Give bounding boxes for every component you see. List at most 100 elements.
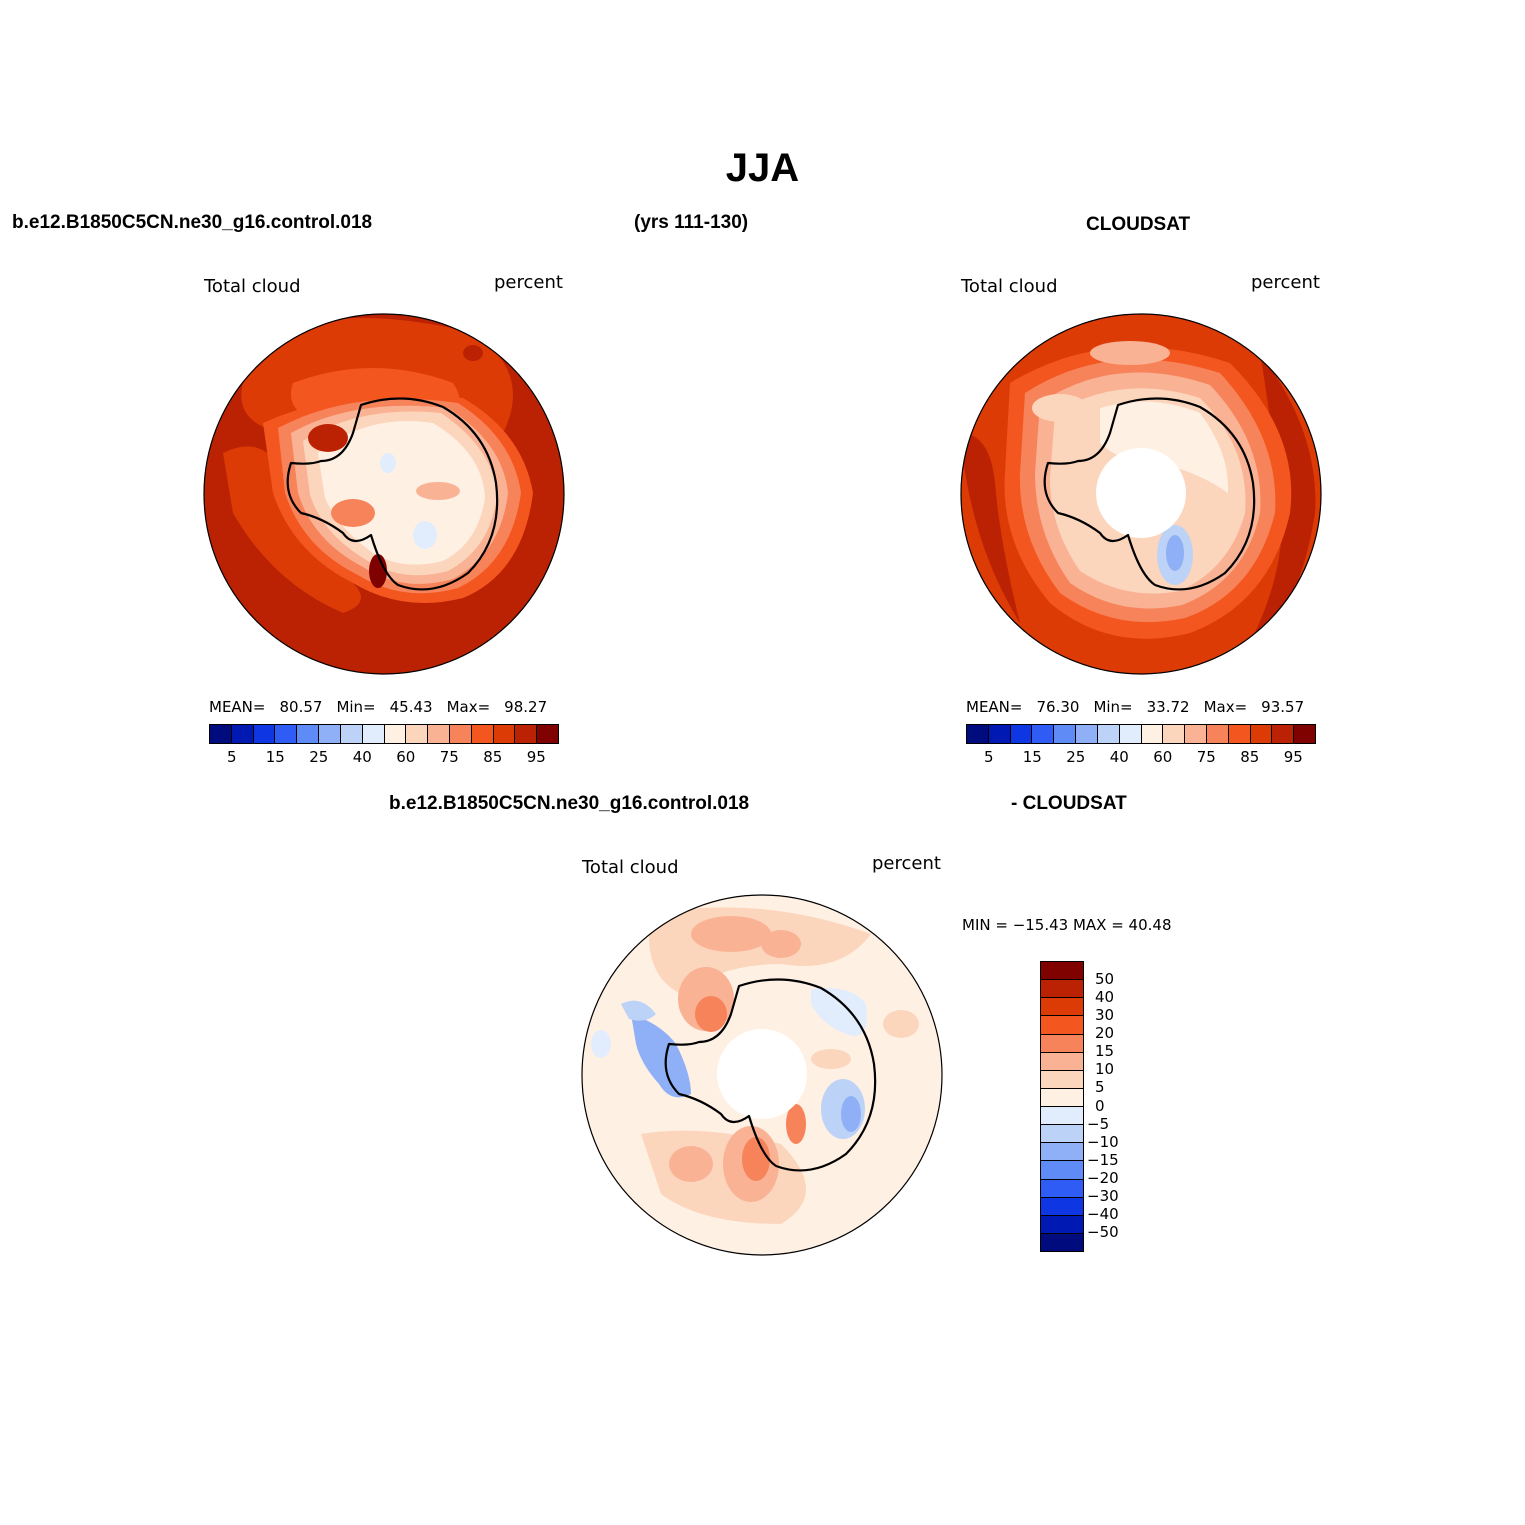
colorbar-swatch: [1041, 962, 1083, 981]
colorbar-tick-label: 5: [1095, 1078, 1105, 1097]
panel2-mean-value: 76.30: [1036, 698, 1080, 716]
colorbar-tick-label: 25: [309, 748, 329, 766]
colorbar-swatch: [1076, 725, 1098, 743]
panel1-colorbar: [209, 724, 559, 744]
colorbar-swatch: [1041, 1179, 1083, 1198]
panel1-units-label: percent: [494, 272, 563, 293]
panel2-polar-map: [960, 313, 1322, 675]
colorbar-swatch: [1032, 725, 1055, 743]
panel2-max-label: Max=: [1203, 698, 1248, 716]
main-title: JJA: [725, 146, 800, 190]
colorbar-swatch: [406, 725, 429, 743]
colorbar-swatch: [1228, 725, 1251, 743]
panel1-mean-label: MEAN=: [209, 698, 266, 716]
colorbar-swatch: [384, 725, 407, 743]
colorbar-tick-label: 5: [983, 748, 994, 766]
colorbar-swatch: [1041, 1125, 1083, 1144]
colorbar-swatch: [1041, 1161, 1083, 1180]
colorbar-swatch: [1163, 725, 1186, 743]
colorbar-swatch: [1041, 1215, 1083, 1234]
colorbar-tick-label: 85: [1240, 748, 1260, 766]
colorbar-tick-label: −15: [1087, 1150, 1119, 1169]
panel2-case-name: CLOUDSAT: [1086, 214, 1191, 235]
panel2-variable-label: Total cloud: [961, 276, 1058, 297]
colorbar-swatch: [493, 725, 516, 743]
colorbar-swatch: [1097, 725, 1120, 743]
colorbar-swatch: [428, 725, 450, 743]
colorbar-tick-label: −10: [1087, 1132, 1119, 1151]
colorbar-tick-label: 10: [1095, 1060, 1115, 1079]
panel3-colorbar: [1040, 961, 1084, 1252]
panel2-colorbar: [966, 724, 1316, 744]
colorbar-tick-label: 25: [1066, 748, 1086, 766]
colorbar-swatch: [1141, 725, 1164, 743]
colorbar-tick-label: 75: [1196, 748, 1216, 766]
colorbar-swatch: [1041, 1052, 1083, 1071]
colorbar-swatch: [1185, 725, 1207, 743]
panel2-units-label: percent: [1251, 272, 1320, 293]
colorbar-tick-label: 15: [265, 748, 285, 766]
colorbar-tick-label: −50: [1087, 1222, 1119, 1241]
colorbar-swatch: [1119, 725, 1142, 743]
colorbar-tick-label: 5: [226, 748, 237, 766]
colorbar-swatch: [319, 725, 341, 743]
colorbar-swatch: [537, 725, 558, 743]
panel1-min-label: Min=: [336, 698, 376, 716]
colorbar-swatch: [967, 725, 989, 743]
colorbar-swatch: [1054, 725, 1077, 743]
panel2-min-value: 33.72: [1146, 698, 1190, 716]
panel3-min-max: MIN = −15.43 MAX = 40.48: [962, 916, 1172, 934]
colorbar-tick-label: 40: [352, 748, 372, 766]
colorbar-tick-label: 75: [439, 748, 459, 766]
colorbar-swatch: [275, 725, 298, 743]
colorbar-tick-label: 85: [483, 748, 503, 766]
panel1-max-value: 98.27: [504, 698, 548, 716]
colorbar-swatch: [1294, 725, 1315, 743]
colorbar-tick-label: −40: [1087, 1204, 1119, 1223]
colorbar-tick-label: 95: [526, 748, 546, 766]
colorbar-tick-label: 40: [1095, 988, 1115, 1007]
panel1-stats: MEAN= 80.57 Min= 45.43 Max= 98.27: [209, 698, 561, 716]
colorbar-swatch: [1272, 725, 1295, 743]
colorbar-tick-label: 15: [1022, 748, 1042, 766]
colorbar-swatch: [1041, 1143, 1083, 1162]
colorbar-swatch: [340, 725, 363, 743]
colorbar-tick-label: 0: [1095, 1096, 1105, 1115]
colorbar-swatch: [1041, 1107, 1083, 1126]
panel1-polar-map: [203, 313, 565, 675]
colorbar-swatch: [1010, 725, 1033, 743]
colorbar-tick-label: 95: [1283, 748, 1303, 766]
colorbar-swatch: [515, 725, 538, 743]
colorbar-tick-label: 30: [1095, 1006, 1115, 1025]
colorbar-swatch: [1041, 1233, 1083, 1251]
panel1-variable-label: Total cloud: [204, 276, 301, 297]
colorbar-swatch: [471, 725, 494, 743]
colorbar-tick-label: 60: [396, 748, 416, 766]
colorbar-swatch: [210, 725, 232, 743]
colorbar-swatch: [231, 725, 254, 743]
colorbar-tick-label: 50: [1095, 970, 1115, 989]
colorbar-tick-label: 20: [1095, 1024, 1115, 1043]
colorbar-swatch: [449, 725, 472, 743]
colorbar-swatch: [253, 725, 276, 743]
panel1-mean-value: 80.57: [279, 698, 323, 716]
colorbar-swatch: [1206, 725, 1229, 743]
panel1-case-name: b.e12.B1850C5CN.ne30_g16.control.018: [12, 212, 373, 233]
colorbar-tick-label: 40: [1109, 748, 1129, 766]
panel3-case-name: b.e12.B1850C5CN.ne30_g16.control.018: [389, 793, 750, 814]
colorbar-tick-label: −30: [1087, 1186, 1119, 1205]
panel2-mean-label: MEAN=: [966, 698, 1023, 716]
colorbar-tick-label: 15: [1095, 1042, 1115, 1061]
colorbar-swatch: [1041, 1016, 1083, 1035]
colorbar-swatch: [1041, 980, 1083, 999]
colorbar-swatch: [362, 725, 385, 743]
panel3-polar-map: [581, 894, 943, 1256]
colorbar-swatch: [1041, 1034, 1083, 1053]
panel2-stats: MEAN= 76.30 Min= 33.72 Max= 93.57: [966, 698, 1318, 716]
panel1-years: (yrs 111-130): [634, 212, 749, 233]
colorbar-swatch: [1041, 998, 1083, 1017]
colorbar-swatch: [1041, 1070, 1083, 1089]
colorbar-tick-label: −20: [1087, 1168, 1119, 1187]
panel3-minus-label: - CLOUDSAT: [1011, 793, 1127, 814]
panel2-max-value: 93.57: [1261, 698, 1305, 716]
